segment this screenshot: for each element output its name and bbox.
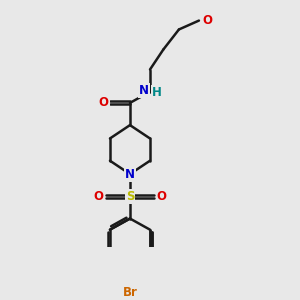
Text: O: O [93, 190, 103, 203]
Text: Br: Br [122, 286, 137, 299]
Text: O: O [202, 14, 212, 27]
Text: O: O [157, 190, 167, 203]
Text: N: N [139, 84, 149, 97]
Text: N: N [125, 168, 135, 181]
Text: S: S [126, 190, 134, 203]
Text: O: O [99, 96, 109, 110]
Text: H: H [152, 86, 162, 99]
